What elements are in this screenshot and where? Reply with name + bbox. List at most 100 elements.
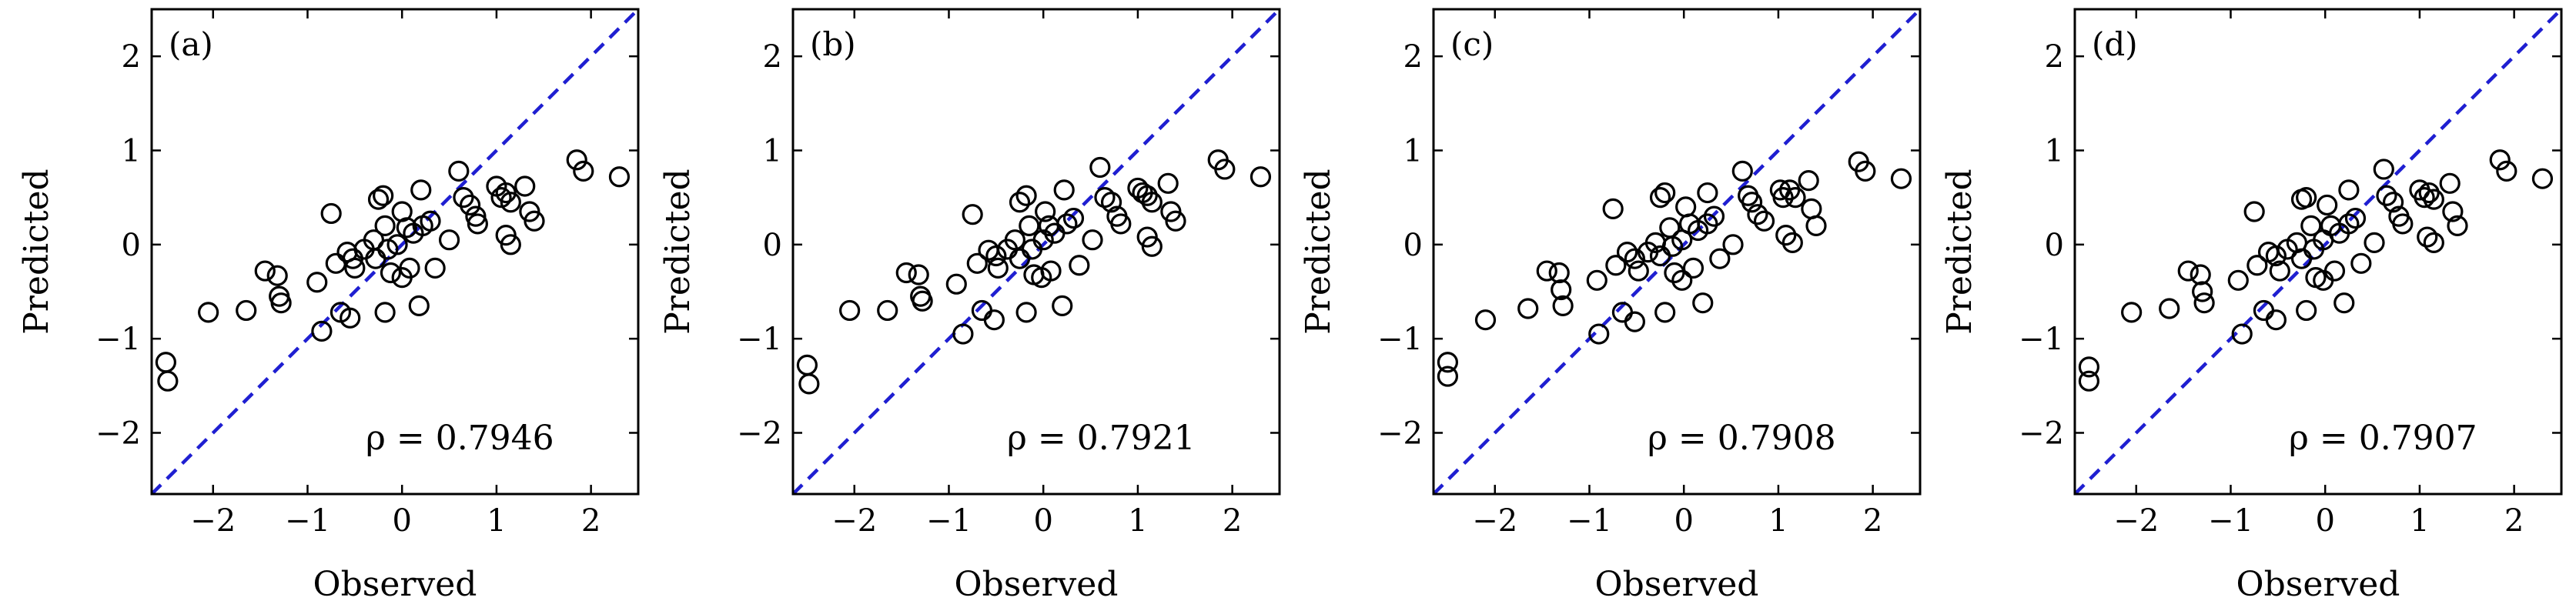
y-tick-label: −1 — [2019, 322, 2064, 357]
data-point — [1009, 248, 1031, 269]
data-point — [1552, 295, 1574, 316]
data-point — [155, 352, 177, 373]
data-point — [1775, 224, 1797, 246]
data-point — [945, 273, 967, 295]
data-point — [340, 307, 361, 329]
data-point — [1628, 260, 1649, 282]
data-point — [1675, 196, 1697, 218]
y-tick-label: 1 — [1403, 133, 1423, 169]
scatter-panel-1: −2 −1 0 1 2 −2 −1 0 1 2 Observed Predicted (a) ρ = 0.… — [17, 8, 640, 604]
data-point — [1785, 187, 1806, 209]
identity-reference-line — [152, 9, 638, 494]
data-point — [2159, 298, 2180, 319]
data-point — [1062, 207, 1085, 229]
correlation-annotation: ρ = 0.7946 — [366, 419, 554, 458]
data-point — [500, 234, 521, 255]
data-point — [2392, 213, 2414, 235]
data-point — [1551, 279, 1572, 301]
y-tick-label: 0 — [122, 228, 141, 263]
x-tick-label: 0 — [1674, 503, 1693, 539]
data-point — [2078, 356, 2100, 378]
data-point — [1136, 185, 1158, 206]
data-point — [2382, 192, 2404, 213]
data-point — [1015, 185, 1037, 206]
data-point — [966, 252, 988, 274]
data-point — [1781, 232, 1803, 253]
x-tick-label: −2 — [190, 503, 236, 539]
data-point — [1250, 166, 1272, 188]
data-point — [380, 262, 402, 284]
correlation-annotation: ρ = 0.7908 — [1648, 419, 1836, 458]
data-point — [453, 187, 474, 209]
data-point — [2190, 264, 2211, 285]
data-point — [573, 160, 594, 182]
data-point — [2265, 245, 2287, 267]
data-point — [1722, 234, 1744, 255]
y-tick-label: 1 — [763, 133, 782, 169]
data-point — [2300, 215, 2322, 236]
x-tick-label: −2 — [1472, 503, 1517, 539]
data-point — [1141, 235, 1163, 257]
correlation-annotation: ρ = 0.7907 — [2289, 419, 2477, 458]
data-point — [1548, 262, 1570, 284]
x-tick-label: 1 — [1128, 503, 1147, 539]
data-point — [2376, 185, 2397, 206]
identity-reference-line — [2075, 9, 2561, 494]
data-point — [344, 257, 366, 279]
data-point — [2323, 260, 2346, 282]
data-point — [157, 370, 179, 392]
data-point — [1605, 255, 1627, 276]
y-tick-label: 0 — [1403, 228, 1423, 263]
plot-frame — [2073, 8, 2563, 496]
data-point — [1089, 156, 1111, 179]
plot-frame — [1432, 8, 1922, 496]
plot-frame — [791, 8, 1281, 496]
data-point — [365, 248, 386, 269]
data-point — [2418, 182, 2440, 204]
identity-reference-line — [1434, 9, 1920, 494]
data-point — [311, 320, 333, 342]
data-point — [2192, 281, 2213, 302]
data-point — [1082, 229, 1103, 251]
data-point — [1586, 269, 1607, 291]
data-point — [1100, 192, 1122, 213]
data-point — [1741, 192, 1763, 213]
data-point — [1697, 213, 1718, 235]
data-point — [2317, 194, 2338, 216]
x-axis-label: Observed — [1595, 565, 1759, 604]
data-point — [2333, 292, 2355, 314]
data-point — [1624, 248, 1645, 269]
data-point — [408, 295, 430, 316]
data-point — [1035, 201, 1056, 222]
data-point — [514, 175, 536, 197]
data-point — [2078, 370, 2100, 392]
y-tick-label: −2 — [737, 416, 782, 451]
y-tick-label: −2 — [1377, 416, 1423, 451]
data-point — [2489, 149, 2511, 171]
data-point — [2243, 201, 2265, 222]
x-tick-label: 1 — [487, 503, 506, 539]
x-tick-label: 1 — [2410, 503, 2429, 539]
x-tick-label: 0 — [2315, 503, 2334, 539]
data-point — [1437, 366, 1459, 387]
data-point — [438, 229, 460, 251]
data-point — [1703, 205, 1725, 227]
data-point — [1157, 172, 1179, 194]
data-point — [1692, 292, 1714, 314]
data-point — [2439, 172, 2461, 194]
data-point — [467, 213, 488, 235]
data-point — [1032, 229, 1054, 251]
data-point — [391, 267, 413, 289]
data-point — [1165, 210, 1186, 232]
data-point — [424, 257, 446, 279]
data-point — [1056, 213, 1078, 235]
x-tick-label: 2 — [1223, 503, 1242, 539]
data-point — [839, 299, 861, 322]
x-tick-label: −2 — [2113, 503, 2159, 539]
x-tick-label: −1 — [2208, 503, 2253, 539]
data-point — [448, 160, 470, 182]
y-axis-label: Predicted — [17, 169, 56, 334]
data-point — [1069, 255, 1090, 276]
data-point — [1682, 257, 1705, 279]
data-point — [377, 239, 399, 260]
